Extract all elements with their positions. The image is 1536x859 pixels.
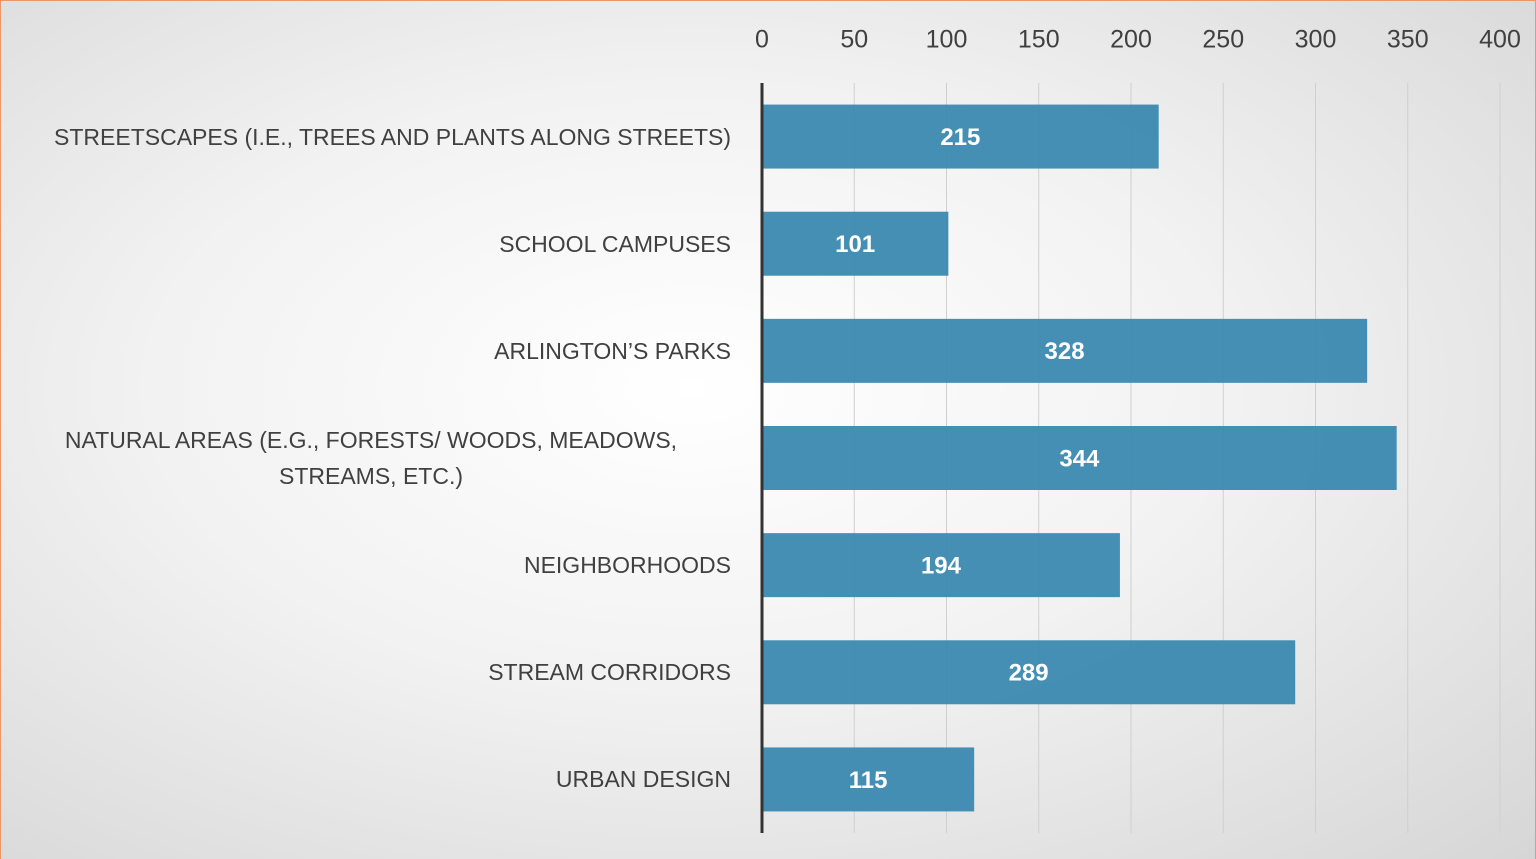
bar	[762, 318, 1368, 383]
y-tick-label: ARLINGTON’S PARKS	[494, 337, 731, 364]
bar	[762, 747, 975, 812]
y-tick-label: SCHOOL CAMPUSES	[499, 230, 731, 257]
y-tick-label: URBAN DESIGN	[555, 766, 731, 793]
bar	[762, 533, 1120, 598]
bar	[762, 211, 949, 276]
value-label: 194	[921, 552, 962, 579]
bar	[762, 640, 1296, 705]
y-tick-label: STREETSCAPES (I.E., TREES AND PLANTS ALO…	[54, 123, 731, 150]
x-tick-label: 400	[1479, 26, 1521, 54]
value-label: 344	[1059, 445, 1100, 472]
value-label: 215	[940, 124, 980, 151]
x-tick-label: 0	[755, 26, 769, 54]
x-tick-label: 150	[1018, 26, 1060, 54]
y-tick-label: STREAM CORRIDORS	[488, 659, 731, 686]
value-label: 328	[1045, 338, 1085, 365]
x-tick-label: 300	[1295, 26, 1337, 54]
x-tick-label: 250	[1202, 26, 1244, 54]
bar	[762, 104, 1159, 169]
x-tick-label: 100	[926, 26, 968, 54]
value-label: 115	[849, 767, 888, 794]
bar	[762, 426, 1397, 490]
y-tick-label: NEIGHBORHOODS	[523, 552, 731, 579]
x-tick-label: 200	[1110, 26, 1152, 54]
x-tick-label: 50	[840, 26, 868, 54]
x-tick-label: 350	[1387, 26, 1429, 54]
y-tick-label: NATURAL AREAS (E.G., FORESTS/ WOODS, MEA…	[64, 427, 678, 489]
value-label: 289	[1009, 660, 1049, 687]
value-label: 101	[835, 231, 875, 258]
